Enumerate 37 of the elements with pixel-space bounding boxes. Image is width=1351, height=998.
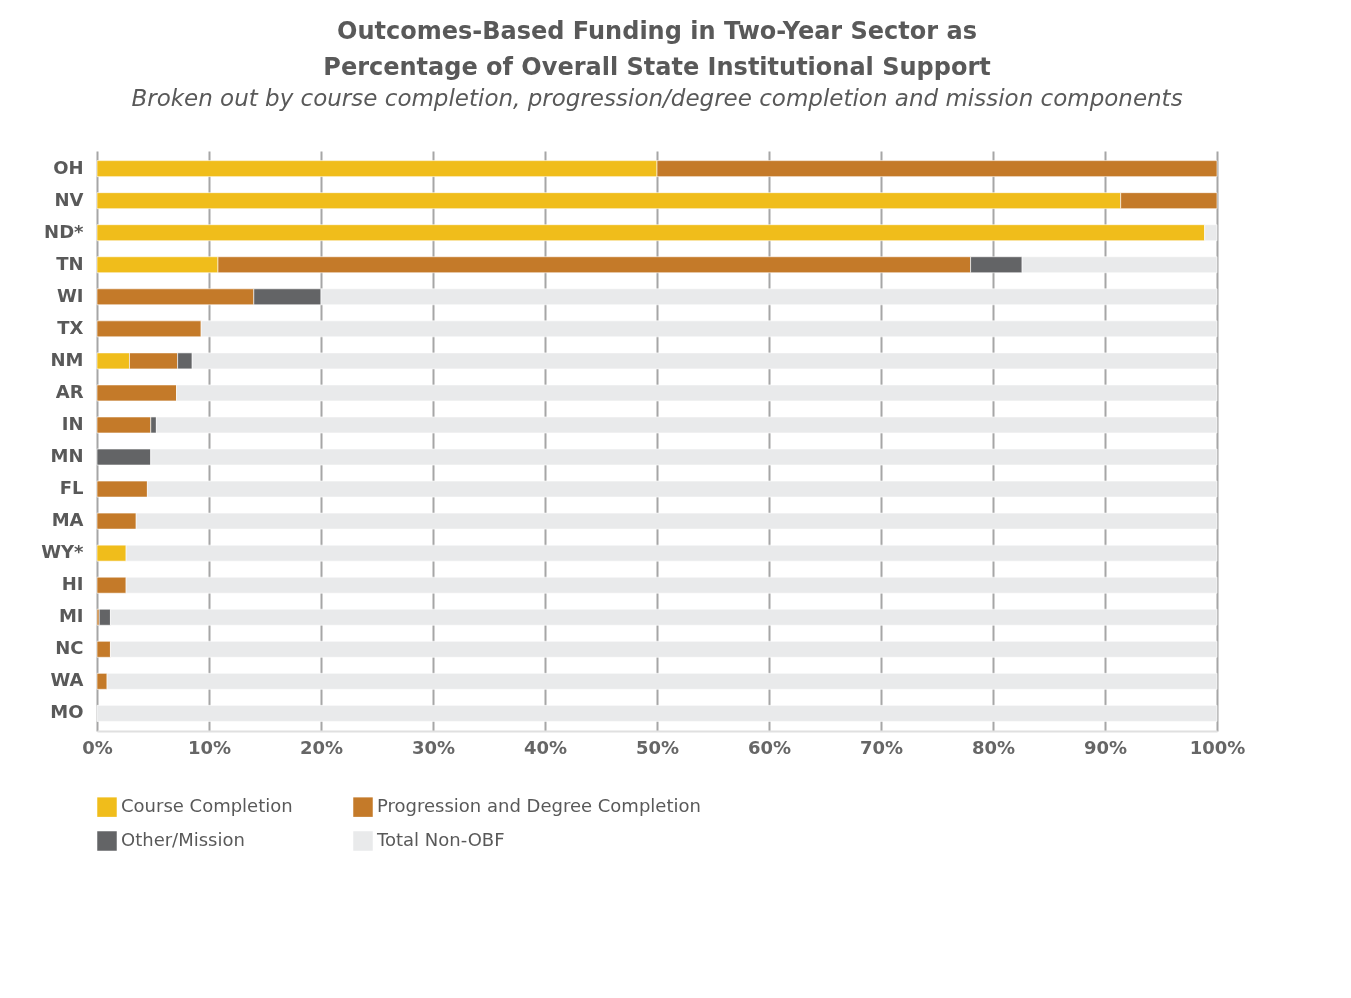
x-tick-label: 80% (971, 736, 1016, 758)
y-tick-label: MN (50, 445, 84, 467)
y-tick-label: FL (59, 477, 84, 499)
bar (96, 705, 1218, 722)
y-tick-label: OH (53, 156, 84, 178)
legend-label: Total Non-OBF (376, 829, 505, 850)
x-tick-label: 40% (523, 736, 568, 758)
x-tick-label: 60% (747, 736, 792, 758)
legend-label: Progression and Degree Completion (377, 795, 701, 817)
y-tick-label: WI (56, 284, 84, 306)
y-tick-label: NM (50, 348, 84, 370)
x-tick-label: 100% (1189, 736, 1246, 758)
x-tick-label: 70% (859, 736, 904, 758)
chart-title: Outcomes-Based Funding in Two-Year Sector as Percentage of Overall State Institutional Support (323, 17, 991, 81)
y-tick-label: NV (54, 188, 84, 210)
y-tick-label: TX (57, 316, 84, 338)
chart-subtitle: Broken out by course completion, progression/degree completion and mission components (131, 85, 1183, 111)
y-tick-label: MA (51, 509, 84, 531)
y-tick-label: WA (50, 669, 84, 691)
legend-label: Course Completion (121, 795, 293, 817)
y-tick-label: WY* (41, 541, 85, 563)
x-tick-label: 50% (635, 736, 680, 758)
x-tick-label: 20% (299, 736, 344, 758)
y-tick-label: IN (61, 412, 84, 434)
x-tick-label: 10% (187, 736, 232, 758)
bar (96, 416, 152, 434)
y-tick-label: ND* (44, 220, 85, 242)
y-tick-label: MO (50, 701, 84, 723)
x-tick-label: 30% (411, 736, 456, 758)
legend-label: Other/Mission (121, 829, 245, 850)
y-tick-label: AR (55, 380, 84, 402)
y-tick-label: HI (61, 573, 84, 595)
y-tick-label: MI (58, 605, 84, 627)
y-tick-label: TN (56, 252, 84, 274)
x-tick-label: 0% (82, 736, 113, 758)
x-tick-label: 90% (1083, 736, 1128, 758)
y-tick-label: NC (55, 637, 84, 659)
